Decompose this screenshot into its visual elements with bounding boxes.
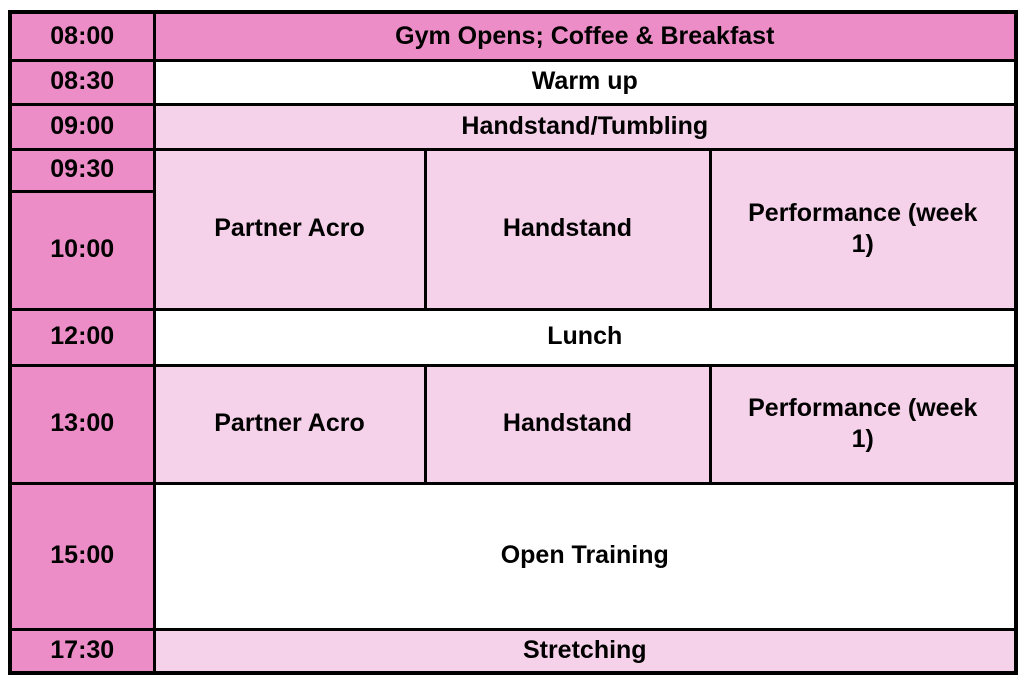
- time-cell-1300: 13:00: [8, 363, 156, 485]
- row-1200: 12:00 Lunch: [8, 307, 1018, 367]
- row-0930: 09:30 Partner Acro Handstand Performance…: [8, 147, 1018, 311]
- activity-cell-stretching: Stretching: [152, 627, 1018, 675]
- time-cell-0900: 09:00: [8, 102, 156, 151]
- time-cell-1200: 12:00: [8, 307, 156, 367]
- activity-cell-morning-handstand: Handstand: [423, 147, 712, 311]
- activity-cell-morning-partner-acro: Partner Acro: [152, 147, 427, 311]
- row-0900: 09:00 Handstand/Tumbling: [8, 102, 1018, 151]
- row-0830: 08:30 Warm up: [8, 58, 1018, 106]
- activity-cell-lunch: Lunch: [152, 307, 1018, 367]
- schedule-table: 08:00 Gym Opens; Coffee & Breakfast 08:3…: [8, 10, 1019, 675]
- activity-cell-afternoon-handstand: Handstand: [423, 363, 712, 485]
- activity-cell-afternoon-performance: Performance (week 1): [708, 363, 1018, 485]
- activity-cell-open-training: Open Training: [152, 481, 1018, 631]
- row-1500: 15:00 Open Training: [8, 481, 1018, 631]
- time-cell-0930: 09:30: [8, 147, 156, 193]
- activity-label-morning-performance: Performance (week 1): [748, 198, 978, 258]
- activity-cell-gym-opens: Gym Opens; Coffee & Breakfast: [152, 10, 1018, 62]
- time-cell-0830: 08:30: [8, 58, 156, 106]
- row-1730: 17:30 Stretching: [8, 627, 1018, 675]
- row-1000: 10:00: [8, 189, 1016, 311]
- time-cell-1730: 17:30: [8, 627, 156, 675]
- row-0800: 08:00 Gym Opens; Coffee & Breakfast: [8, 10, 1018, 62]
- activity-cell-warm-up: Warm up: [152, 58, 1018, 106]
- row-1300: 13:00 Partner Acro Handstand Performance…: [8, 363, 1018, 485]
- time-cell-1000: 10:00: [8, 189, 156, 311]
- time-cell-0800: 08:00: [8, 10, 156, 62]
- activity-cell-afternoon-partner-acro: Partner Acro: [152, 363, 427, 485]
- activity-label-afternoon-performance: Performance (week 1): [748, 393, 978, 453]
- activity-cell-morning-performance: Performance (week 1): [708, 147, 1018, 311]
- time-cell-1500: 15:00: [8, 481, 156, 631]
- activity-cell-handstand-tumbling: Handstand/Tumbling: [152, 102, 1018, 151]
